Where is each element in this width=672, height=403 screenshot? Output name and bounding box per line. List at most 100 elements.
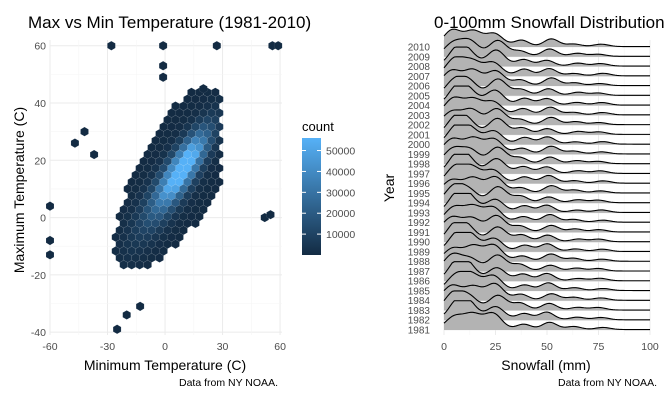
legend-tick-label: 30000: [326, 187, 355, 199]
year-label: 2001: [408, 130, 431, 141]
hexbin-y-tick-label: 40: [34, 98, 46, 110]
year-label: 1999: [408, 150, 431, 161]
hexbin-x-axis-label: Minimum Temperature (C): [84, 357, 246, 373]
ridge-1990: [443, 222, 650, 243]
hex-cell: [155, 253, 164, 263]
ridge-2001: [443, 114, 650, 135]
hexbin-y-tick-label: 20: [34, 155, 46, 167]
hexbin-y-axis-label: Maximum Temperature (C): [11, 107, 27, 273]
hexbin-x-tick-label: -30: [100, 341, 115, 353]
hex-cell: [266, 209, 275, 220]
hex-cell: [212, 40, 221, 51]
hex-cell: [158, 72, 168, 83]
hexbin-x-tick-label: 0: [162, 341, 168, 353]
ridgeline-panel: 0-100mm Snowfall Distribution 1981198219…: [381, 13, 665, 389]
year-label: 1981: [408, 326, 431, 337]
legend-tick-label: 10000: [326, 229, 355, 241]
hex-cell: [158, 60, 168, 71]
year-label: 1990: [408, 238, 431, 249]
ridgeline-x-ticks: 0 25 50 75 100: [441, 341, 659, 353]
hex-cell: [171, 239, 180, 249]
year-label: 2004: [408, 101, 431, 112]
ridge-2004: [443, 85, 650, 106]
year-label: 1995: [408, 189, 431, 200]
hex-cell: [119, 259, 128, 270]
ridgeline-year-labels: 1981198219831984198519861987198819891990…: [408, 43, 431, 337]
year-label: 2000: [408, 140, 431, 151]
hex-cell: [273, 40, 283, 51]
ridge-1983: [443, 290, 650, 311]
year-label: 2003: [408, 111, 431, 122]
year-label: 1992: [408, 218, 431, 229]
year-label: 1993: [408, 208, 431, 219]
hex-cell: [143, 259, 152, 270]
year-label: 1997: [408, 169, 431, 180]
hex-cell: [135, 259, 144, 270]
year-label: 1989: [408, 247, 431, 258]
hexbin-y-tick-label: 0: [40, 213, 46, 225]
hex-cell: [122, 310, 131, 320]
hexbin-title: Max vs Min Temperature (1981-2010): [28, 13, 311, 32]
legend-ticks: 10000 20000 30000 40000 50000: [302, 146, 355, 241]
ridgeline-x-tick-label: 25: [490, 341, 502, 353]
legend-colorbar: [302, 138, 321, 255]
hex-cell: [45, 235, 55, 246]
hex-cell: [191, 218, 200, 229]
hexbin-x-tick-label: 30: [217, 341, 229, 353]
hex-cell: [158, 40, 168, 51]
hex-cell: [89, 149, 99, 160]
hexbin-y-tick-label: -20: [31, 270, 46, 282]
ridge-1994: [443, 183, 650, 204]
ridge-1981: [443, 311, 650, 331]
year-label: 2009: [408, 52, 431, 63]
year-label: 1984: [408, 296, 431, 307]
hexbin-x-tick-label: -60: [42, 341, 57, 353]
hexbin-y-ticks: -40 -20 0 20 40 60: [31, 41, 46, 339]
ridge-2008: [443, 46, 650, 67]
hex-cell: [112, 324, 122, 335]
hexbin-cells: [45, 40, 283, 335]
year-label: 2006: [408, 82, 431, 93]
hexbin-y-tick-label: 60: [34, 41, 46, 53]
ridgeline-caption: Data from NY NOAA.: [558, 377, 657, 389]
hex-cell: [80, 126, 89, 137]
ridgeline-x-tick-label: 50: [541, 341, 553, 353]
hexbin-caption: Data from NY NOAA.: [179, 377, 278, 389]
year-label: 1983: [408, 306, 431, 317]
ridge-1997: [443, 153, 650, 174]
year-label: 2008: [408, 62, 431, 73]
year-label: 1991: [408, 228, 431, 239]
ridgeline-y-axis-label: Year: [381, 174, 397, 203]
ridgeline-densities: [443, 28, 650, 331]
legend-title: count: [302, 119, 334, 134]
hex-cell: [199, 83, 208, 94]
year-label: 2010: [408, 43, 431, 54]
ridgeline-x-tick-label: 100: [641, 341, 659, 353]
year-label: 1982: [408, 316, 431, 327]
legend-tick-label: 40000: [326, 166, 355, 178]
legend-tick-label: 50000: [326, 146, 355, 158]
hex-cell: [127, 259, 136, 270]
hexbin-x-ticks: -60 -30 0 30 60: [42, 341, 286, 353]
ridgeline-title: 0-100mm Snowfall Distribution: [434, 13, 665, 32]
year-label: 1994: [408, 199, 431, 210]
hex-cell: [135, 301, 145, 312]
ridgeline-x-tick-label: 75: [593, 341, 605, 353]
legend-tick-label: 20000: [326, 208, 355, 220]
year-label: 1998: [408, 160, 431, 171]
hex-cell: [70, 138, 80, 148]
hex-cell: [107, 40, 116, 51]
count-legend: count 10000 20000 30000 40000 50000: [302, 119, 355, 255]
year-label: 1987: [408, 267, 431, 278]
year-label: 1996: [408, 179, 431, 190]
year-label: 2005: [408, 91, 431, 102]
year-label: 2007: [408, 72, 431, 83]
year-label: 1986: [408, 277, 431, 288]
year-label: 2002: [408, 121, 431, 132]
ridgeline-x-axis-label: Snowfall (mm): [501, 357, 590, 373]
hexbin-x-tick-label: 60: [274, 341, 286, 353]
hex-cell: [45, 201, 55, 211]
year-label: 1988: [408, 257, 431, 268]
hex-cell: [45, 249, 55, 260]
